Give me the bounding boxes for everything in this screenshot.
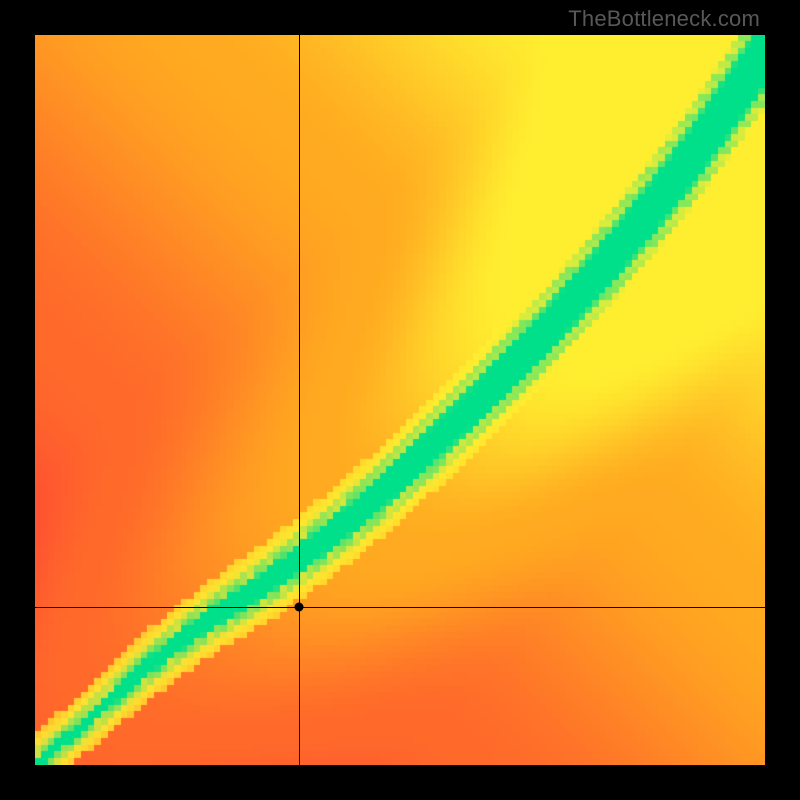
bottleneck-heatmap <box>35 35 765 765</box>
crosshair-vertical <box>299 35 300 765</box>
heatmap-canvas <box>35 35 765 765</box>
crosshair-marker <box>294 603 303 612</box>
crosshair-horizontal <box>35 607 765 608</box>
watermark-text: TheBottleneck.com <box>568 6 760 32</box>
